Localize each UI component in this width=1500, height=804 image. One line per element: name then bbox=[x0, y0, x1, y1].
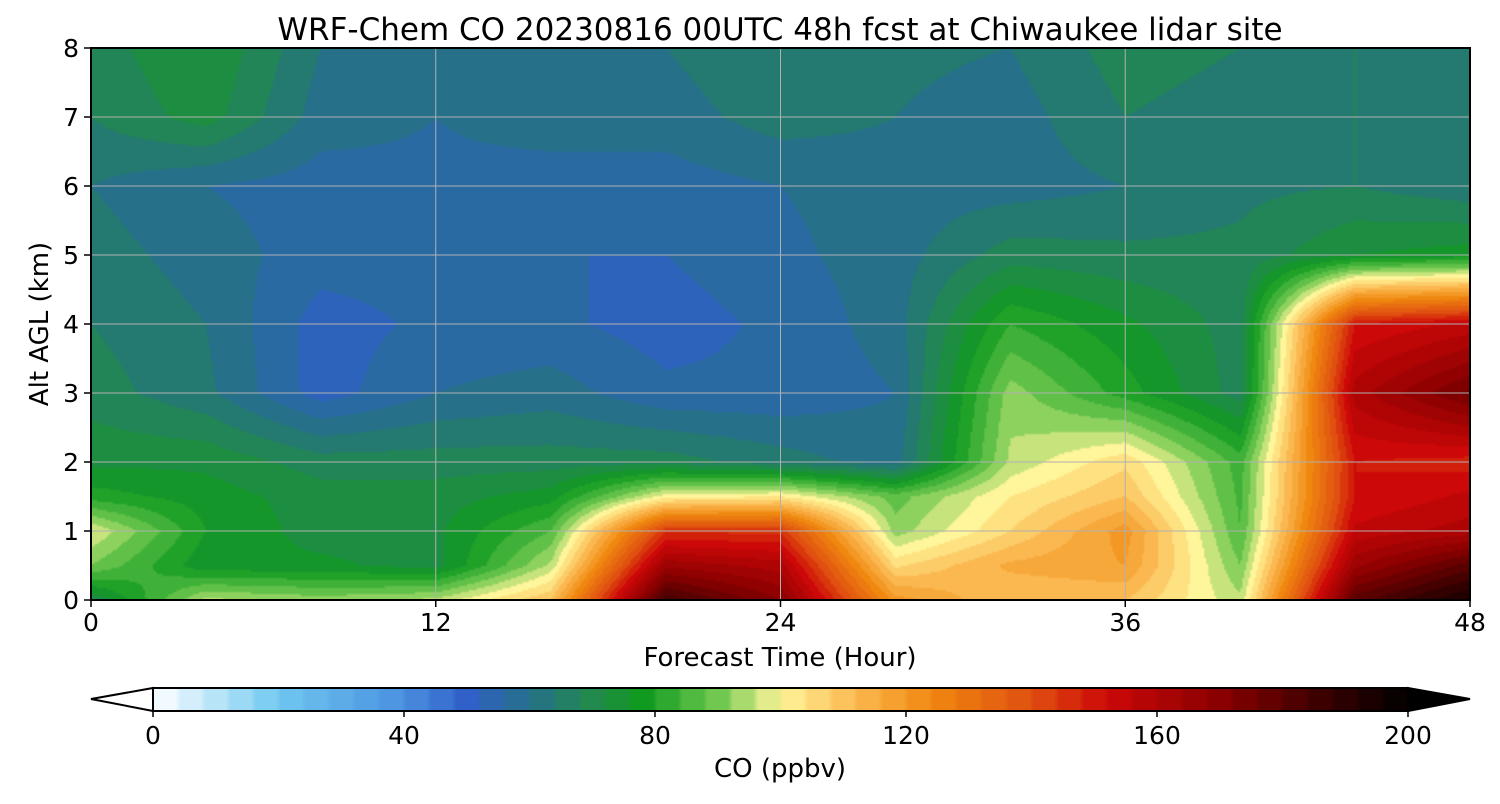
x-axis-label: Forecast Time (Hour) bbox=[643, 643, 916, 673]
grid-lines bbox=[91, 48, 1470, 600]
y-tick-label: 3 bbox=[63, 379, 79, 408]
colorbar-tick-label: 120 bbox=[882, 721, 930, 750]
y-tick-label: 6 bbox=[63, 172, 79, 201]
colorbar-label: CO (ppbv) bbox=[714, 754, 846, 784]
colorbar: 0 40 80 120 160 200 CO (ppbv) bbox=[90, 686, 1471, 784]
y-tick-label: 4 bbox=[63, 310, 79, 339]
y-tick-label: 7 bbox=[63, 103, 79, 132]
y-tick-label: 1 bbox=[63, 517, 79, 546]
colorbar-tick-label: 40 bbox=[388, 721, 420, 750]
chart-title: WRF-Chem CO 20230816 00UTC 48h fcst at C… bbox=[277, 12, 1282, 48]
y-tick-label: 0 bbox=[63, 586, 79, 615]
colorbar-frame bbox=[152, 687, 1409, 712]
colorbar-tick-label: 160 bbox=[1133, 721, 1181, 750]
colorbar-gradient bbox=[153, 688, 1408, 711]
colorbar-tick-label: 80 bbox=[639, 721, 671, 750]
x-tick-label: 36 bbox=[1109, 608, 1141, 637]
colorbar-ticks: 0 40 80 120 160 200 bbox=[145, 711, 1432, 750]
colorbar-tick-label: 200 bbox=[1384, 721, 1432, 750]
x-tick-label: 48 bbox=[1454, 608, 1486, 637]
y-axis-label: Alt AGL (km) bbox=[25, 242, 55, 406]
x-tick-label: 0 bbox=[83, 608, 99, 637]
y-tick-label: 8 bbox=[63, 34, 79, 63]
y-tick-label: 2 bbox=[63, 448, 79, 477]
x-tick-label: 12 bbox=[420, 608, 452, 637]
y-tick-label: 5 bbox=[63, 241, 79, 270]
colorbar-extend-low bbox=[90, 686, 154, 713]
colorbar-tick-label: 0 bbox=[145, 721, 161, 750]
colorbar-extend-high bbox=[1407, 686, 1471, 713]
x-tick-label: 24 bbox=[765, 608, 797, 637]
